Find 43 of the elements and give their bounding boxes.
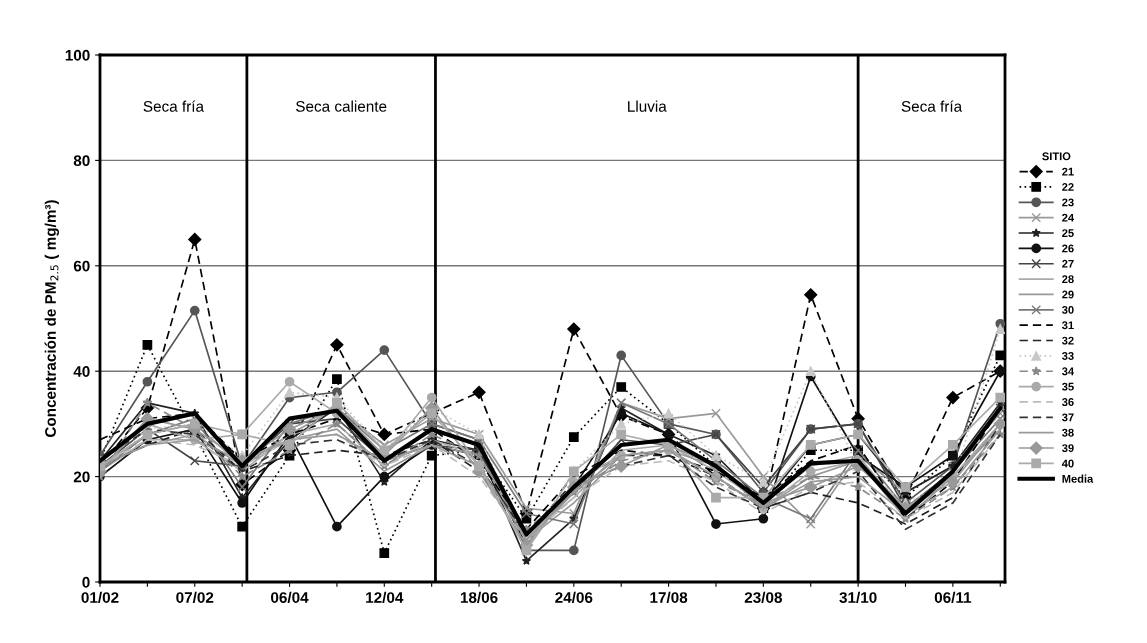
annotation: Seca fría (143, 100, 205, 112)
legend-label: 23 (1062, 198, 1074, 207)
legend-label: 21 (1062, 167, 1074, 176)
y-tick-label: 60 (73, 260, 90, 272)
annotation: Seca fría (901, 100, 963, 112)
legend-label: 22 (1062, 183, 1074, 191)
x-tick-label: 06/04 (271, 591, 309, 604)
y-tick-label: 100 (65, 49, 90, 61)
legend-label: 26 (1062, 244, 1074, 253)
annotation: Lluvia (628, 100, 667, 112)
legend-label: 36 (1062, 398, 1074, 406)
legend-label: 34 (1062, 367, 1075, 376)
legend-label: 37 (1062, 413, 1074, 422)
y-tick-label: 0 (82, 576, 90, 588)
legend-label: 27 (1062, 259, 1074, 268)
y-tick-label: 80 (73, 155, 90, 167)
x-tick-label: 01/02 (81, 591, 119, 604)
legend-label: 29 (1062, 290, 1074, 299)
legend-label: 30 (1062, 305, 1074, 314)
y-axis-title: Concentración de PM$_{2.5}$ ( mg/m³) (44, 200, 60, 438)
legend-label: 39 (1062, 444, 1074, 453)
legend-label: 35 (1062, 382, 1074, 391)
x-tick-label: 31/10 (839, 591, 877, 604)
legend-label: 40 (1061, 459, 1074, 468)
x-tick-label: 07/02 (176, 591, 214, 604)
x-tick-label: 23/08 (744, 591, 782, 604)
x-tick-label: 12/04 (366, 591, 404, 604)
x-tick-label: 24/06 (555, 591, 593, 604)
x-tick-label: 18/06 (460, 591, 498, 604)
legend-label: 32 (1062, 336, 1074, 345)
legend-label: 28 (1062, 275, 1074, 284)
annotation: Seca caliente (296, 100, 387, 112)
legend-label: 31 (1062, 321, 1074, 330)
legend-label: Media (1062, 474, 1094, 483)
legend-title: SITIO (1042, 152, 1071, 161)
y-tick-label: 20 (73, 471, 90, 483)
legend-label: 25 (1062, 229, 1074, 238)
legend-label: 38 (1062, 428, 1074, 437)
x-tick-label: 17/08 (650, 591, 688, 604)
legend-label: 33 (1062, 352, 1074, 360)
x-tick-label: 06/11 (934, 591, 972, 604)
legend-label: 24 (1062, 213, 1075, 222)
y-tick-label: 40 (73, 366, 90, 377)
